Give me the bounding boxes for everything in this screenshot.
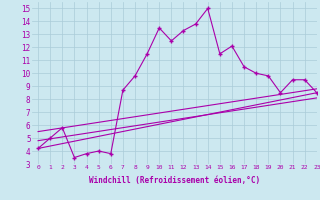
X-axis label: Windchill (Refroidissement éolien,°C): Windchill (Refroidissement éolien,°C) <box>89 176 260 185</box>
